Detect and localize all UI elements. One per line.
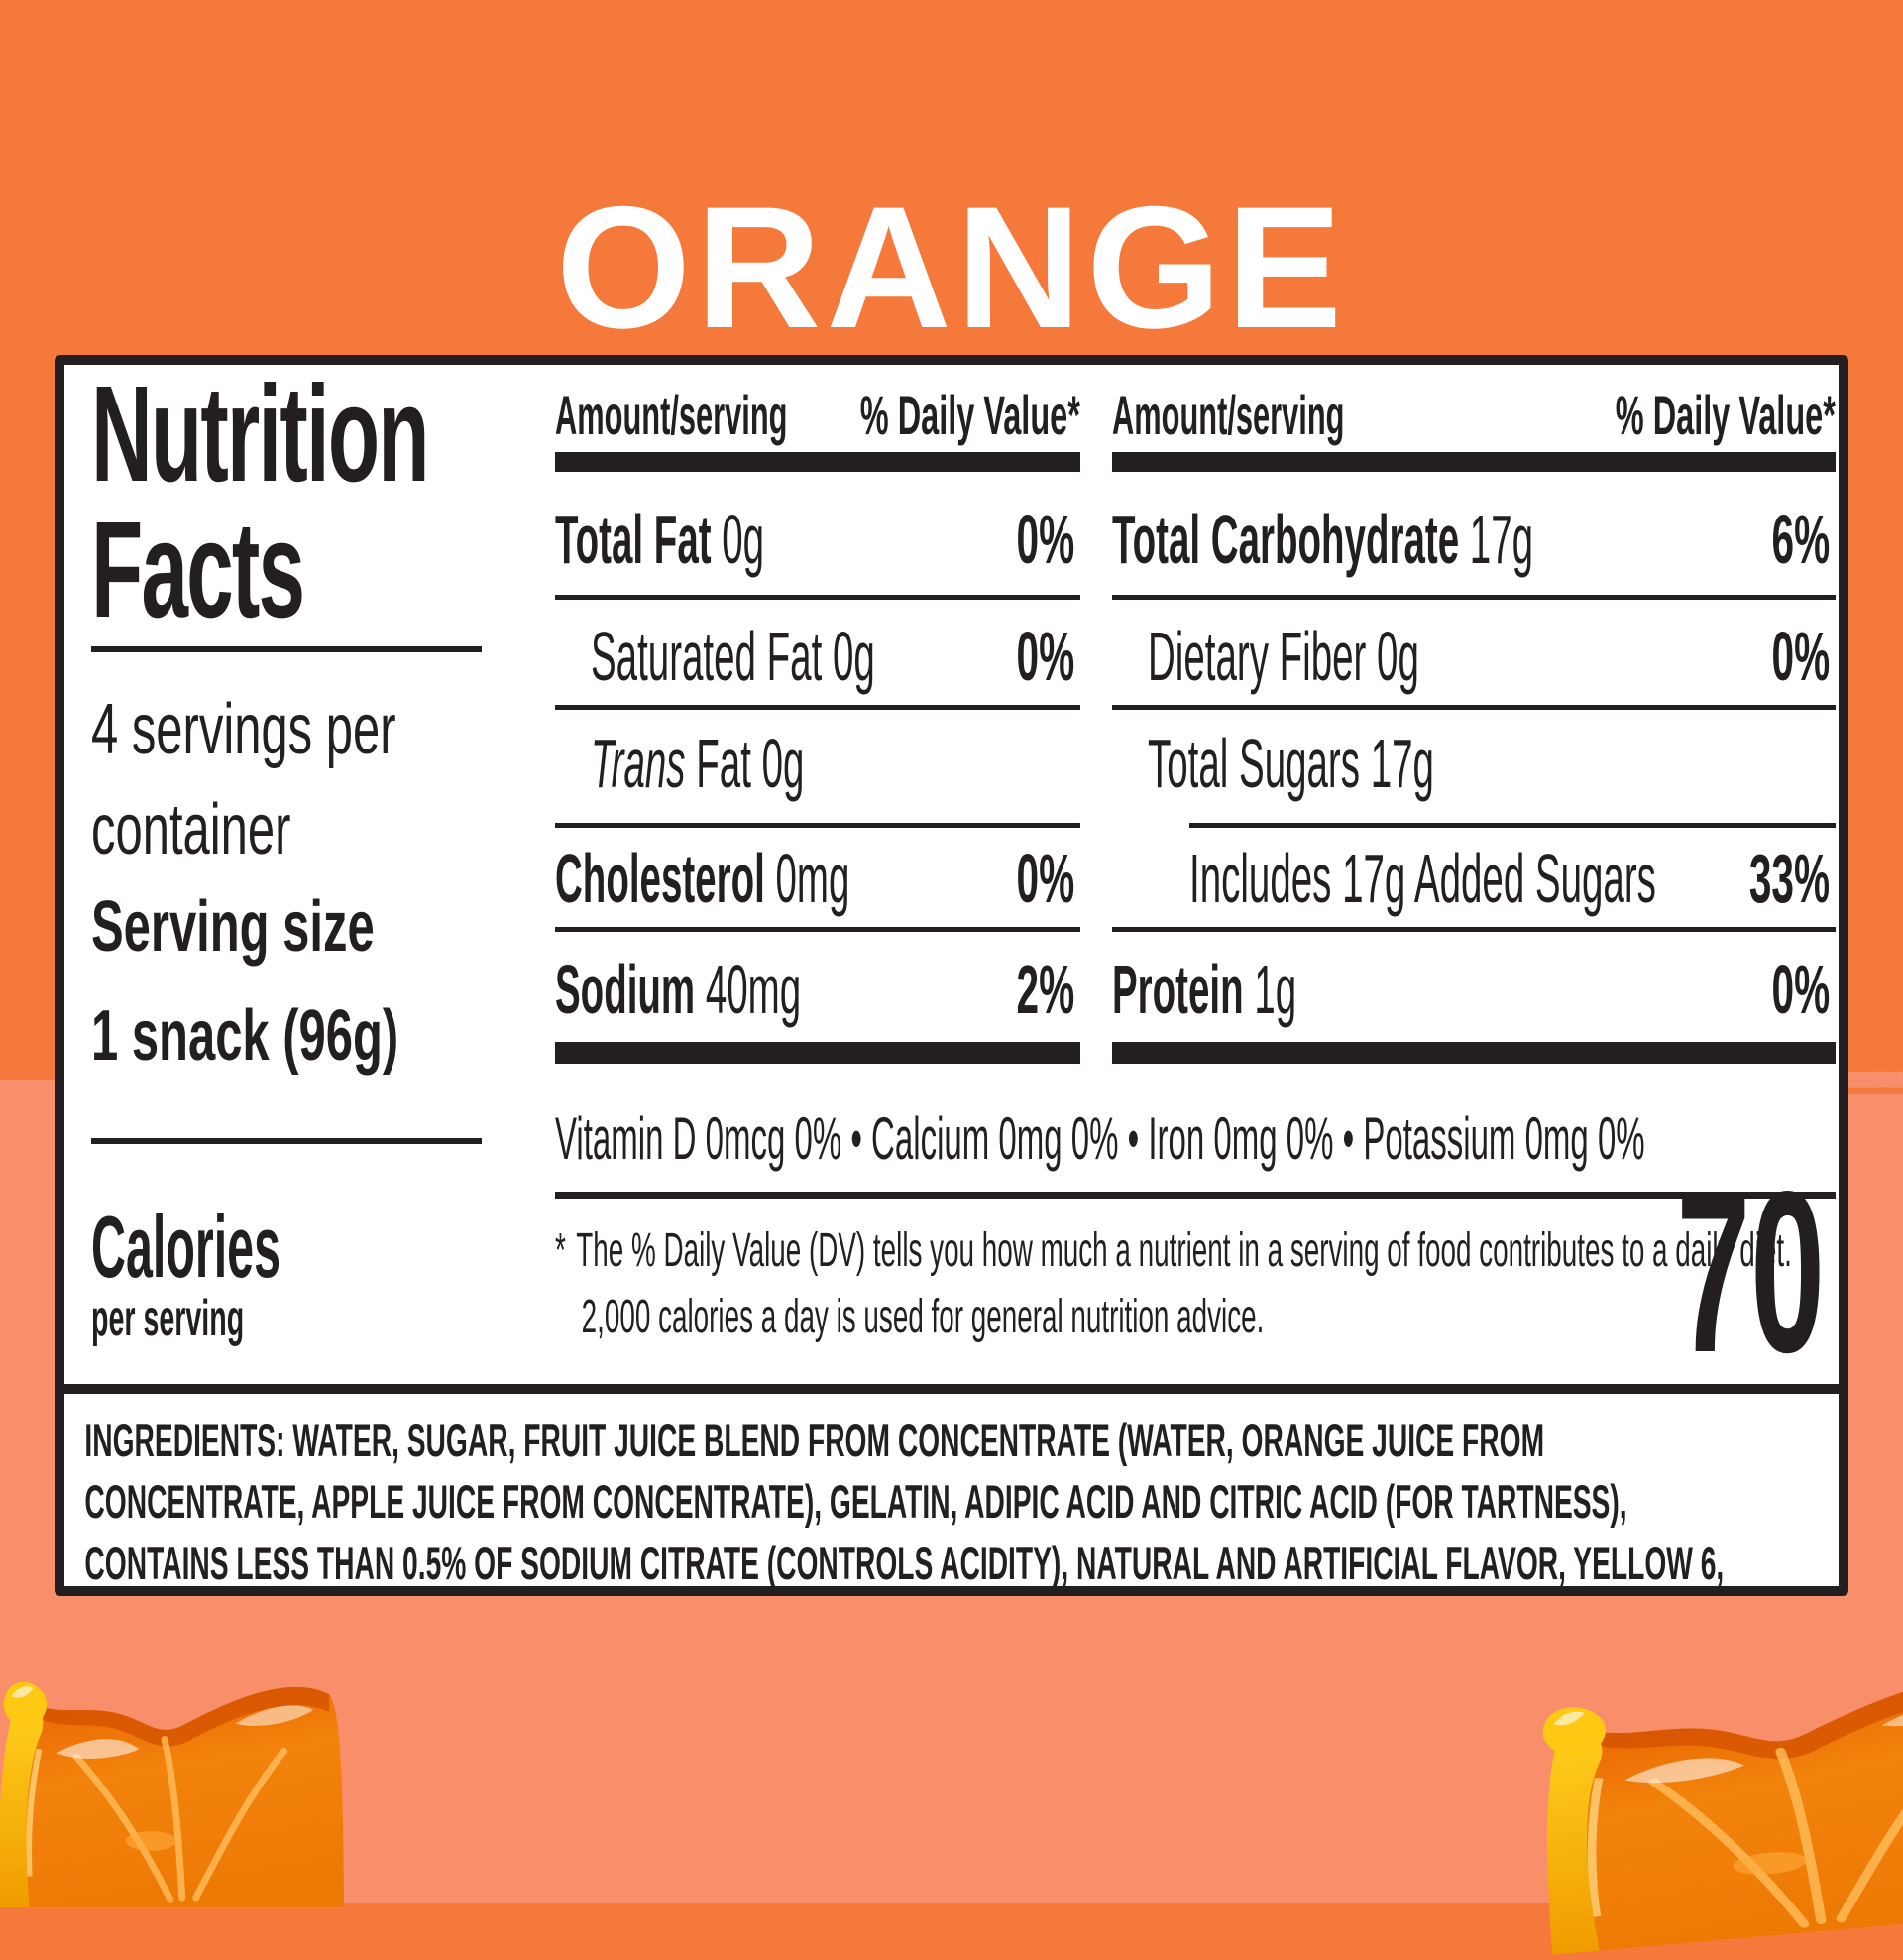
nutrition-facts-heading: Nutrition Facts — [91, 358, 634, 646]
row-cholesterol: Cholesterol 0mg 0% — [555, 840, 1074, 917]
ingredients-text: INGREDIENTS: WATER, SUGAR, FRUIT JUICE B… — [84, 1414, 1725, 1590]
divider — [555, 823, 1080, 828]
divider — [555, 1192, 1836, 1199]
row-dietary-fiber: Dietary Fiber 0g 0% — [1148, 618, 1830, 695]
divider — [555, 595, 1080, 600]
divider — [91, 1138, 482, 1144]
divider — [1112, 1042, 1836, 1064]
ingredients-panel: INGREDIENTS: WATER, SUGAR, FRUIT JUICE B… — [55, 1384, 1848, 1596]
serving-size-label: Serving size — [91, 887, 375, 967]
heading-line-1: Nutrition — [91, 358, 430, 511]
flavor-title: ORANGE — [555, 172, 1348, 366]
serving-size-value: 1 snack (96g) — [91, 996, 399, 1076]
divider — [555, 452, 1080, 472]
nutrition-facts-panel: Nutrition Facts 4 servings per container… — [55, 355, 1848, 1394]
mid-column-header: Amount/serving % Daily Value* — [555, 384, 1080, 446]
row-protein: Protein 1g 0% — [1112, 951, 1830, 1028]
divider — [1112, 595, 1836, 600]
divider — [555, 927, 1080, 932]
servings-per-container: 4 servings per container — [91, 690, 396, 869]
divider — [555, 705, 1080, 710]
heading-line-2: Facts — [91, 493, 305, 646]
divider — [1112, 452, 1836, 472]
divider — [555, 1042, 1080, 1064]
calories-label: Calories — [91, 1198, 281, 1296]
row-sodium: Sodium 40mg 2% — [555, 951, 1074, 1028]
row-trans-fat: Trans Fat 0g — [591, 725, 805, 802]
row-added-sugars: Includes 17g Added Sugars 33% — [1189, 840, 1830, 917]
ingredients-label: INGREDIENTS: — [84, 1414, 285, 1466]
footnote-asterisk: * — [555, 1224, 566, 1277]
row-total-carbohydrate: Total Carbohydrate 17g 6% — [1112, 501, 1830, 578]
right-column-header: Amount/serving % Daily Value* — [1112, 384, 1836, 446]
divider — [91, 646, 482, 652]
row-total-sugars: Total Sugars 17g — [1148, 725, 1434, 802]
row-saturated-fat: Saturated Fat 0g 0% — [591, 618, 1074, 695]
micronutrients-line: Vitamin D 0mcg 0% • Calcium 0mg 0% • Iro… — [555, 1105, 1645, 1172]
calories-per-serving-label: per serving — [91, 1290, 245, 1347]
divider — [1112, 927, 1836, 932]
row-total-fat: Total Fat 0g 0% — [555, 501, 1074, 578]
divider — [1112, 705, 1836, 710]
divider — [1189, 823, 1836, 828]
package-label: { "flavor": { "title": "ORANGE" }, "pane… — [0, 0, 1903, 1903]
daily-value-footnote: * The % Daily Value (DV) tells you how mu… — [555, 1224, 1792, 1344]
